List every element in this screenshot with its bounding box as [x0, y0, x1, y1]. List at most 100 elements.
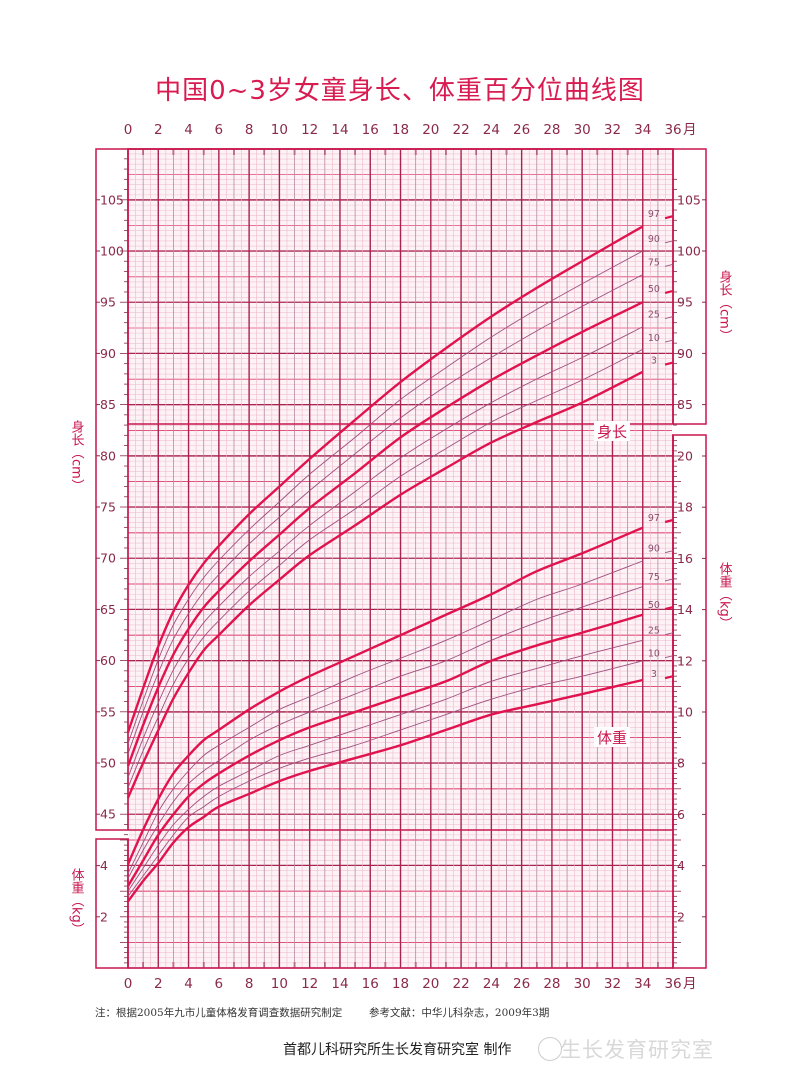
month-tick-label: 14: [331, 122, 348, 138]
month-tick-label: 26: [513, 976, 530, 992]
month-tick-label: 8: [245, 976, 254, 992]
weight-curve-p50: [126, 613, 644, 887]
weight-curve-p10: [127, 660, 643, 897]
length-curve-p25: [127, 326, 643, 778]
weight-curve-p3: [127, 678, 644, 903]
length-tick-label: 45: [100, 807, 116, 822]
length-tick-label: 95: [677, 295, 693, 310]
month-tick-label: 8: [245, 122, 254, 138]
weight-tick-label: 4: [100, 858, 108, 873]
length-tick-label: 85: [677, 397, 693, 412]
weight-tick-label: 4: [677, 858, 685, 873]
weight-tick-label: 2: [677, 909, 685, 924]
weight-tick-label: 2: [100, 909, 108, 924]
weight-curve-p97: [126, 526, 644, 865]
weight-curve-p75: [127, 586, 643, 879]
month-tick-label: 12: [301, 976, 318, 992]
month-tick-label: 36: [664, 976, 681, 992]
length-tick-label: 80: [100, 448, 116, 463]
length-tick-label: 105: [677, 192, 701, 207]
month-tick-label: 12: [301, 122, 318, 138]
weight-tick-label: 14: [677, 602, 693, 617]
label-background: [594, 421, 630, 441]
weight-tick-label: 16: [677, 551, 693, 566]
length-percentile-label: 50: [648, 284, 660, 295]
weight-tick-label: 10: [677, 705, 693, 720]
length-tick-label: 90: [100, 346, 116, 361]
month-tick-label: 34: [634, 122, 651, 138]
month-tick-label: 36: [664, 122, 681, 138]
month-tick-label: 16: [362, 976, 379, 992]
month-tick-label: 10: [271, 976, 288, 992]
length-tick-label: 100: [100, 244, 124, 259]
note-text: 注：根据2005年九市儿童体格发育调查数据研究制定: [95, 1007, 343, 1019]
length-curve-p75: [127, 274, 643, 754]
month-tick-label: 24: [483, 976, 500, 992]
weight-tick-label: 12: [677, 653, 693, 668]
weight-36-month-marker-p90: [664, 550, 674, 554]
length-36-month-marker-p3: [664, 361, 674, 366]
length-36-month-marker-p25: [664, 316, 674, 319]
weight-curve-p25: [127, 639, 643, 892]
length-tick-label: 95: [100, 295, 116, 310]
length-curve-p10: [127, 348, 643, 788]
weight-36-month-marker-p10: [664, 655, 674, 659]
length-tick-label: 100: [677, 244, 701, 259]
month-tick-label: 34: [634, 976, 651, 992]
month-tick-label: 24: [483, 122, 500, 138]
month-unit-label: 月: [683, 976, 697, 992]
month-unit-label: 月: [683, 122, 697, 138]
month-tick-label: 0: [124, 122, 133, 138]
month-tick-label: 30: [574, 976, 591, 992]
length-36-month-marker-p10: [664, 339, 674, 343]
month-tick-label: 6: [215, 976, 224, 992]
weight-percentile-label: 97: [648, 513, 660, 524]
chart-title: 中国0~3岁女童身长、体重百分位曲线图: [155, 76, 645, 106]
length-curve-p97: [126, 225, 644, 733]
month-tick-label: 28: [543, 122, 560, 138]
weight-36-month-marker-p50: [664, 605, 674, 611]
length-36-month-marker-p97: [664, 215, 674, 220]
length-percentile-label: 25: [648, 310, 660, 321]
weight-36-month-marker-p25: [664, 632, 674, 636]
length-tick-label: 75: [100, 500, 116, 515]
length-tick-label: 60: [100, 653, 116, 668]
length-tick-label: 105: [100, 192, 124, 207]
month-tick-label: 26: [513, 122, 530, 138]
watermark: 生长发育研究室: [560, 1038, 714, 1062]
length-tick-label: 55: [100, 704, 116, 719]
month-tick-label: 30: [574, 122, 591, 138]
weight-curve-p90: [127, 560, 643, 874]
month-tick-label: 32: [604, 976, 621, 992]
length-curve-p3: [126, 370, 644, 799]
month-tick-label: 4: [184, 122, 193, 138]
length-percentile-label: 90: [648, 234, 660, 245]
weight-percentile-label: 90: [648, 544, 660, 555]
weight-tick-label: 6: [677, 807, 685, 822]
month-tick-label: 0: [124, 976, 133, 992]
weight-percentile-label: 50: [648, 600, 660, 611]
right-weight-frame: [672, 434, 707, 969]
month-tick-label: 22: [452, 122, 469, 138]
length-percentile-label: 75: [648, 257, 660, 268]
length-curve-p90: [127, 250, 643, 744]
length-tick-label: 90: [677, 346, 693, 361]
weight-percentile-label: 75: [648, 572, 660, 583]
weight-tick-label: 20: [677, 449, 693, 464]
month-tick-label: 20: [422, 976, 439, 992]
weight-percentile-label: 3: [651, 669, 657, 680]
length-36-month-marker-p50: [664, 289, 674, 295]
month-tick-label: 32: [604, 122, 621, 138]
weight-curve-label: 体重: [597, 729, 627, 747]
length-tick-label: 50: [100, 756, 116, 771]
length-percentile-label: 3: [651, 356, 657, 367]
length-curve-p50: [126, 301, 644, 767]
footer-note: 注：根据2005年九市儿童体格发育调查数据研究制定 参考文献：中华儿科杂志，20…: [95, 1005, 549, 1020]
weight-tick-label: 18: [677, 500, 693, 515]
weight-36-month-marker-p97: [664, 518, 674, 524]
length-percentile-label: 10: [648, 333, 660, 344]
wechat-icon: [538, 1037, 562, 1061]
month-tick-label: 28: [543, 976, 560, 992]
weight-axis-title-right: 体重（kg）: [717, 562, 733, 630]
length-axis-title-left: 身长（cm）: [69, 419, 85, 491]
